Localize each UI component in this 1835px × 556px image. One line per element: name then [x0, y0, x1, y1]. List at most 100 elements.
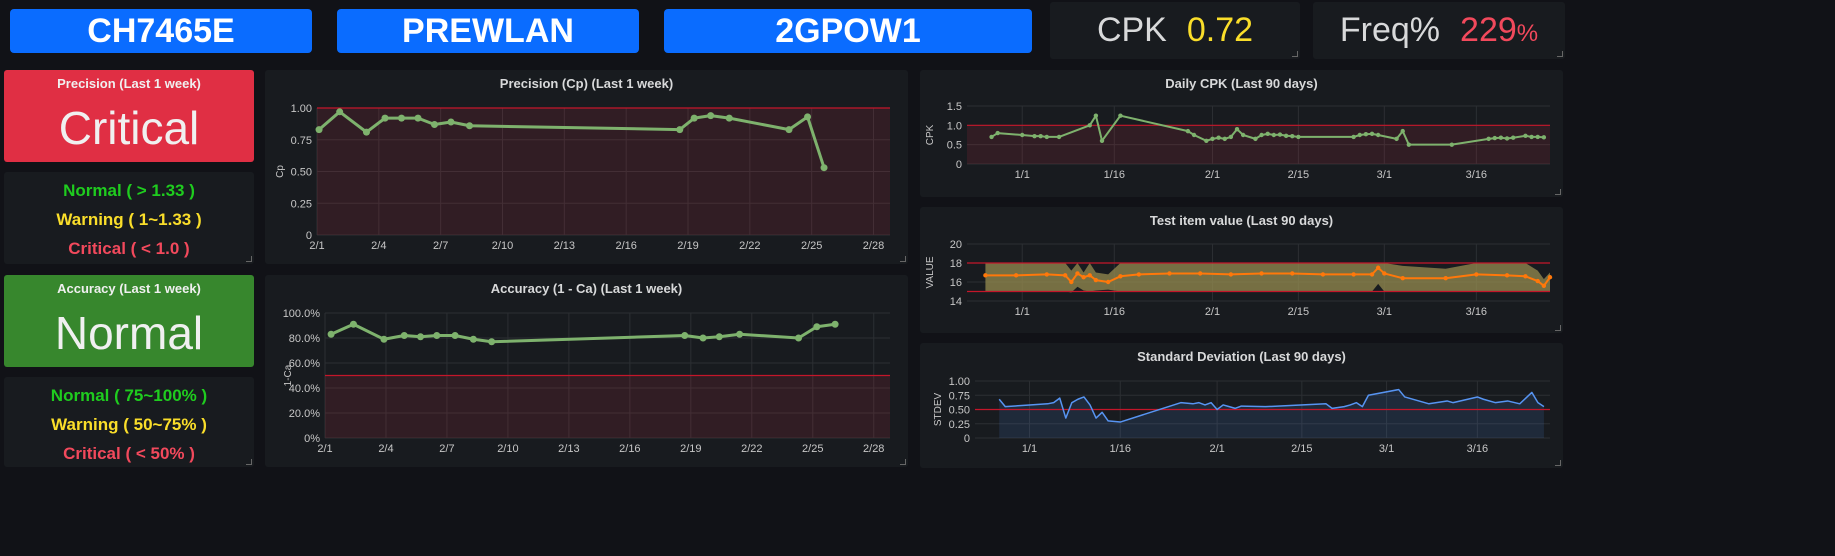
x-tick-label: 2/10: [497, 443, 518, 455]
data-point: [1369, 131, 1375, 137]
x-tick-label: 1/1: [1015, 169, 1030, 181]
data-point: [1259, 271, 1264, 276]
precision-chart-panel: Precision (Cp) (Last 1 week) 0 0.25 0.50 0.…: [265, 70, 908, 264]
x-tick-label: 2/1: [309, 240, 324, 252]
data-point: [1400, 128, 1405, 134]
data-point: [1375, 132, 1381, 138]
data-point: [681, 332, 689, 339]
x-tick-label: 3/16: [1466, 306, 1487, 318]
y-tick-label: 100.0%: [283, 308, 321, 320]
data-point: [466, 122, 474, 130]
x-tick-label: 2/13: [558, 443, 579, 455]
data-point: [1228, 272, 1234, 277]
cpk-stat-value: 0.72: [1186, 11, 1254, 49]
x-tick-label: 3/1: [1379, 443, 1394, 455]
freq-stat-unit: %: [1516, 19, 1539, 47]
y-tick-label: 18: [950, 258, 962, 270]
data-point: [1013, 273, 1019, 278]
data-point: [707, 112, 715, 120]
data-point: [430, 121, 438, 129]
y-tick-label: 1.00: [291, 103, 312, 115]
x-tick-label: 2/28: [863, 240, 884, 252]
precision-status-value: Critical: [58, 102, 200, 154]
data-point: [1185, 128, 1191, 134]
data-point: [1093, 277, 1099, 283]
test-item-chart: 14 16 18 20 1/1 1/16 2/1 2/15 3/1 3/16 VALUE: [925, 239, 1553, 318]
y-tick-label: 1.00: [949, 376, 970, 388]
data-point: [1290, 271, 1295, 276]
x-tick-label: 2/15: [1288, 306, 1309, 318]
data-point: [1535, 134, 1540, 140]
data-point: [1351, 272, 1356, 277]
data-point: [1523, 274, 1528, 279]
data-point: [1198, 271, 1203, 276]
item-button[interactable]: PREWLAN: [337, 9, 639, 53]
data-point: [1523, 133, 1528, 138]
series-line: [330, 322, 836, 344]
data-point: [1271, 132, 1277, 138]
precision-status-title: Precision (Last 1 week): [57, 76, 201, 91]
y-tick-label: 20: [950, 239, 962, 251]
y-tick-label: 0.25: [949, 419, 970, 431]
data-point: [983, 273, 988, 278]
data-point: [469, 335, 477, 343]
data-point: [1105, 279, 1111, 285]
data-point: [1406, 142, 1412, 147]
x-tick-label: 2/4: [378, 443, 393, 455]
data-point: [1382, 271, 1387, 276]
data-point: [1504, 273, 1510, 278]
data-point: [1290, 133, 1295, 139]
y-tick-label: 60.0%: [289, 358, 320, 370]
data-point: [1259, 132, 1264, 138]
cpk-stat-label: CPK: [1096, 11, 1167, 49]
data-point: [1191, 132, 1197, 138]
data-point: [1087, 273, 1092, 278]
x-tick-label: 2/19: [677, 240, 698, 252]
data-point: [400, 332, 408, 339]
daily-cpk-chart-title: Daily CPK (Last 90 days): [1165, 76, 1318, 91]
device-button[interactable]: CH7465E: [10, 9, 312, 53]
data-point: [1222, 136, 1227, 142]
series-line: [998, 388, 1545, 423]
data-point: [381, 114, 389, 122]
x-tick-label: 3/16: [1466, 169, 1487, 181]
data-point: [989, 134, 994, 140]
data-point: [1020, 132, 1025, 138]
data-point: [1541, 135, 1547, 140]
station-button[interactable]: 2GPOW1: [664, 9, 1032, 53]
data-point: [433, 332, 441, 339]
data-point: [1118, 274, 1123, 279]
data-point: [1320, 272, 1326, 277]
item-label: PREWLAN: [402, 11, 574, 50]
precision-legend-warning: Warning ( 1~1.33 ): [56, 210, 202, 229]
x-tick-label: 2/1: [317, 443, 332, 455]
y-axis-label: CPK: [925, 124, 936, 145]
stdev-area: [999, 389, 1544, 438]
data-point: [1296, 134, 1301, 140]
y-tick-label: 16: [950, 277, 962, 289]
data-point: [1099, 138, 1105, 143]
data-point: [398, 114, 406, 122]
data-point: [315, 126, 323, 134]
data-point: [1032, 133, 1037, 139]
data-point: [795, 334, 803, 342]
y-tick-label: 0: [306, 230, 312, 242]
test-item-chart-title: Test item value (Last 90 days): [1149, 213, 1334, 228]
data-point: [1062, 273, 1068, 278]
data-point: [1253, 136, 1258, 142]
data-point: [417, 333, 425, 341]
x-tick-label: 1/1: [1015, 306, 1030, 318]
y-tick-label: 0: [956, 159, 962, 171]
data-point: [1357, 132, 1362, 138]
x-tick-label: 2/19: [680, 443, 701, 455]
station-label: 2GPOW1: [775, 11, 921, 50]
x-tick-label: 2/25: [802, 443, 823, 455]
data-point: [1504, 136, 1510, 141]
accuracy-legend-warning: Warning ( 50~75% ): [51, 415, 207, 434]
data-point: [1118, 113, 1123, 118]
data-point: [699, 334, 707, 342]
accuracy-chart-title: Accuracy (1 - Ca) (Last 1 week): [490, 281, 683, 296]
data-point: [327, 330, 335, 338]
critical-region: [325, 375, 890, 438]
data-point: [1510, 135, 1516, 140]
